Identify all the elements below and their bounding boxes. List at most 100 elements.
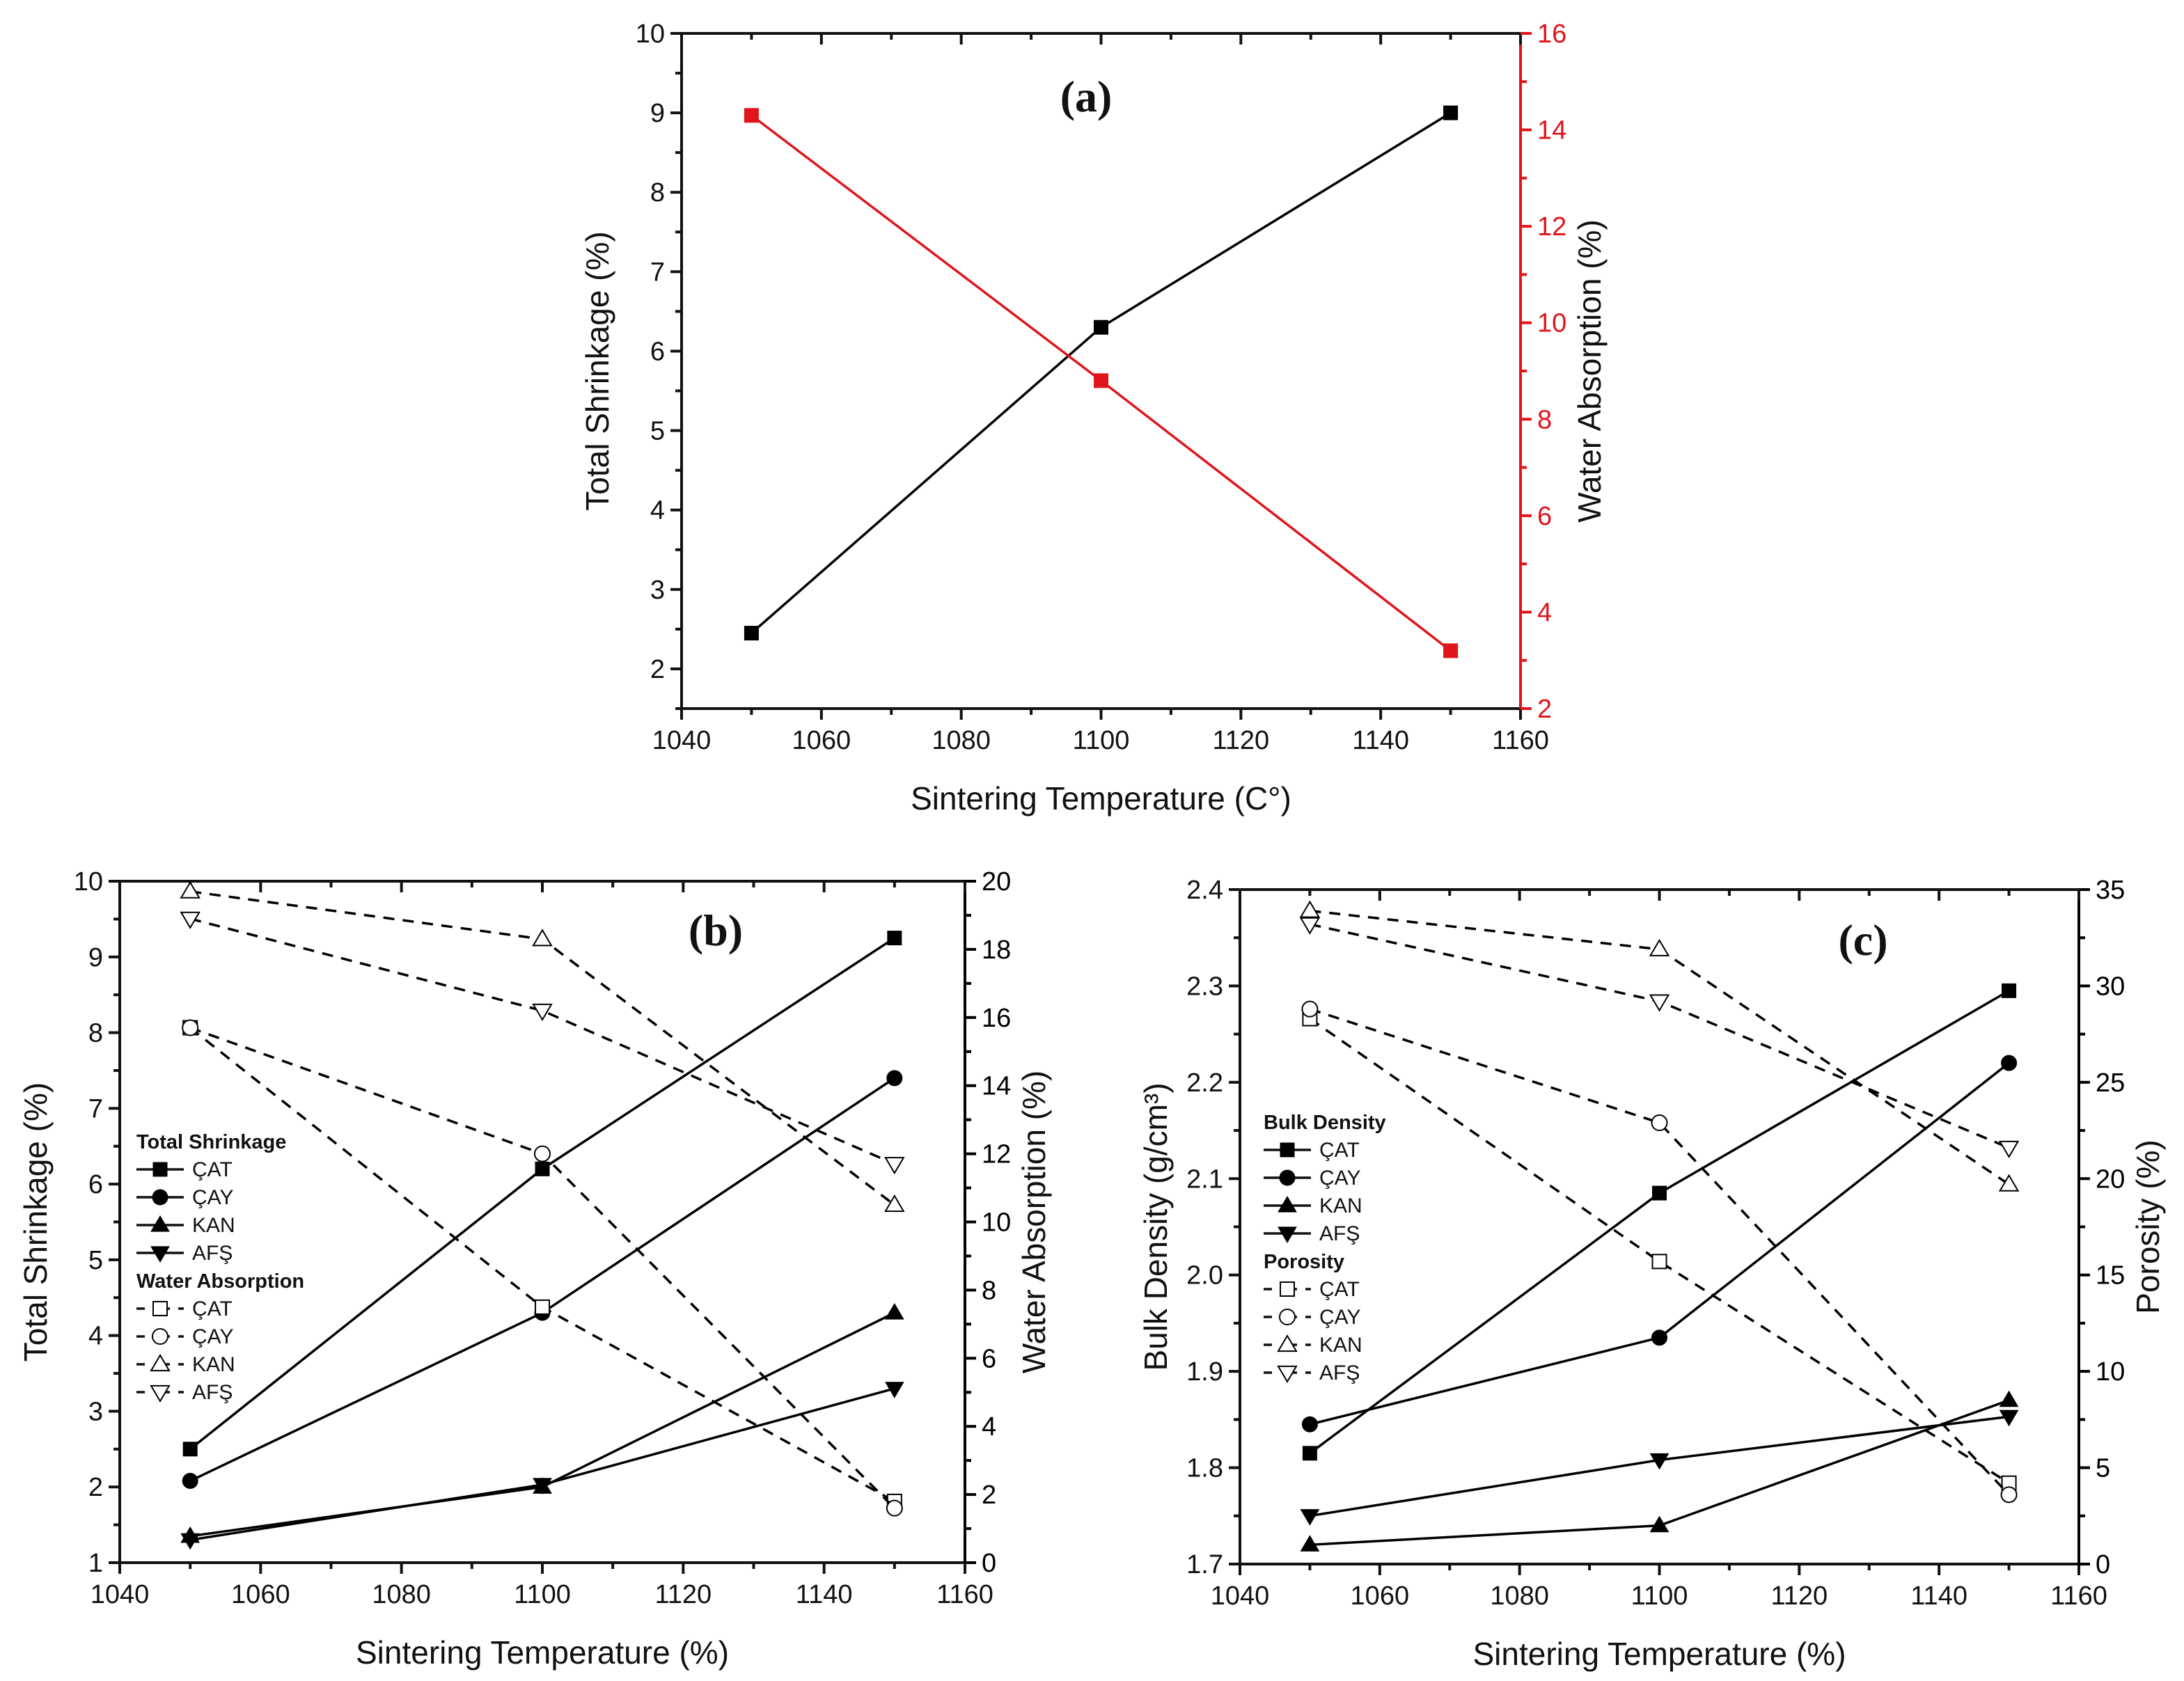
y2-tick-label: 8: [1537, 405, 1552, 434]
legend-group-title: Water Absorption: [136, 1270, 304, 1293]
data-point: [1998, 1174, 2020, 1192]
x-tick-label: 1120: [1770, 1581, 1828, 1611]
legend-marker: [150, 1246, 170, 1263]
data-point: [1999, 1410, 2019, 1427]
y-tick-label: 4: [88, 1322, 103, 1351]
x-tick-label: 1160: [936, 1580, 993, 1609]
series-water absorption: [744, 108, 1459, 658]
y2-tick-label: 12: [982, 1140, 1011, 1169]
y-tick-label: 2: [88, 1473, 103, 1502]
series-total-shrinkage-afş: [180, 1382, 904, 1550]
chart-panel-b: 1040 1060 1080 1100 1120 1140 1160123456789100…: [17, 867, 1052, 1671]
data-point: [1301, 1000, 1319, 1018]
y-axis-title: Bulk Density (g/cm³): [1138, 1082, 1174, 1371]
y-tick-label: 1: [88, 1549, 103, 1578]
legend-label: AFŞ: [192, 1381, 233, 1404]
legend: Total Shrinkage ÇAT ÇAY KAN AFŞ Water Absorpt…: [136, 1131, 304, 1404]
data-point: [1300, 1535, 1320, 1552]
x-tick-label: 1100: [1073, 726, 1130, 755]
data-point: [2001, 1055, 2018, 1071]
data-point: [534, 1145, 551, 1162]
x-tick-label: 1120: [654, 1580, 712, 1609]
data-point: [1652, 1185, 1667, 1201]
y-tick-label: 2.3: [1186, 972, 1223, 1001]
x-tick-label: 1160: [2050, 1581, 2107, 1611]
data-point: [884, 1194, 905, 1213]
y-tick-label: 7: [650, 258, 665, 287]
x-tick-label: 1060: [231, 1580, 290, 1609]
data-point: [1302, 1446, 1317, 1461]
data-point: [532, 929, 553, 947]
y2-axis-title: Water Absorption (%): [1571, 219, 1608, 522]
y2-tick-label: 8: [982, 1276, 996, 1305]
data-point: [744, 108, 759, 123]
data-point: [1649, 1453, 1670, 1470]
y-tick-label: 4: [650, 496, 665, 526]
data-point: [884, 1157, 905, 1175]
y2-tick-label: 35: [2096, 876, 2125, 905]
data-point: [1299, 917, 1321, 935]
legend: Bulk Density ÇAT ÇAY KAN AFŞ Porosity ÇAT ÇAY KA…: [1264, 1112, 1386, 1384]
legend-label: KAN: [1319, 1194, 1362, 1217]
y2-tick-label: 16: [1537, 19, 1566, 49]
y-tick-label: 1.9: [1186, 1357, 1223, 1387]
y-tick-label: 6: [88, 1170, 103, 1199]
y2-tick-label: 30: [2096, 972, 2125, 1001]
data-point: [744, 626, 759, 641]
series-line: [751, 111, 1452, 634]
y2-tick-label: 0: [982, 1549, 996, 1578]
y-tick-label: 10: [636, 19, 665, 49]
data-point: [2002, 983, 2017, 998]
y-tick-label: 8: [650, 178, 665, 207]
y-tick-label: 7: [88, 1094, 103, 1123]
legend-marker: [1279, 1169, 1296, 1186]
y2-tick-label: 25: [2096, 1068, 2125, 1098]
legend-group-title: Porosity: [1264, 1251, 1344, 1273]
series-total shrinkage: [744, 105, 1459, 641]
legend-label: ÇAY: [192, 1325, 233, 1348]
x-tick-label: 1040: [1211, 1581, 1270, 1611]
legend-label: AFŞ: [192, 1242, 233, 1265]
data-point: [1443, 643, 1459, 658]
data-point: [884, 1382, 904, 1398]
y-tick-label: 9: [88, 943, 103, 972]
y-tick-label: 2.0: [1186, 1261, 1223, 1291]
x-tick-label: 1140: [796, 1580, 853, 1609]
y2-tick-label: 4: [1537, 598, 1552, 627]
x-tick-label: 1040: [91, 1580, 150, 1609]
series-porosity-çay: [1301, 1000, 2018, 1504]
y-tick-label: 8: [88, 1019, 103, 1048]
series-line: [189, 1026, 896, 1509]
x-tick-label: 1100: [1631, 1581, 1688, 1611]
y-tick-label: 3: [88, 1397, 103, 1426]
legend-marker: [1278, 1196, 1297, 1213]
y2-axis-title: Porosity (%): [2130, 1139, 2166, 1313]
data-point: [1094, 373, 1108, 388]
y2-tick-label: 14: [982, 1072, 1011, 1101]
data-point: [1300, 1509, 1320, 1526]
y-tick-label: 2.2: [1186, 1068, 1223, 1098]
series-line: [189, 1311, 895, 1538]
legend-label: ÇAT: [1319, 1139, 1360, 1162]
legend-label: ÇAT: [1319, 1278, 1360, 1301]
x-tick-label: 1160: [1492, 726, 1549, 755]
data-point: [886, 1499, 903, 1517]
data-point: [1301, 1416, 1318, 1433]
legend-marker: [152, 1328, 168, 1345]
series-line: [189, 1387, 895, 1542]
chart-panel-c: 1040 1060 1080 1100 1120 1140 1160 1.7 1.8 1.9 2.0…: [1138, 876, 2166, 1672]
legend-marker: [1277, 1334, 1298, 1352]
legend-marker: [1280, 1281, 1295, 1297]
series-water-absorption-çay: [182, 1019, 903, 1517]
y2-tick-label: 15: [2096, 1261, 2125, 1291]
data-point: [1649, 1515, 1670, 1533]
x-tick-label: 1060: [1351, 1581, 1410, 1611]
series-line: [1309, 1018, 2010, 1485]
legend-marker: [1280, 1142, 1295, 1158]
y2-tick-label: 16: [982, 1004, 1011, 1033]
data-point: [1094, 319, 1108, 335]
x-tick-label: 1040: [652, 726, 712, 755]
panel-label: (b): [689, 906, 743, 955]
series-line: [189, 917, 895, 1165]
